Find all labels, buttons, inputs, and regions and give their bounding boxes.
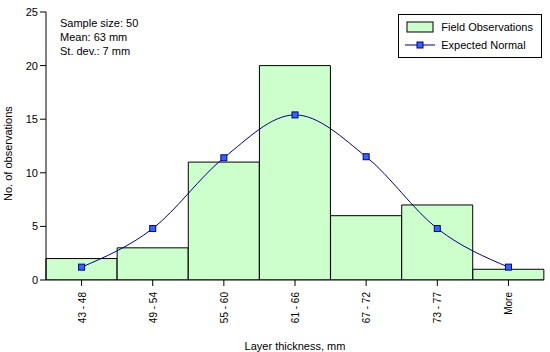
svg-text:25: 25: [26, 6, 38, 18]
svg-text:10: 10: [26, 167, 38, 179]
svg-text:55 - 60: 55 - 60: [219, 292, 230, 324]
svg-text:73 - 77: 73 - 77: [432, 292, 443, 324]
html-text:Mean: 63 mm: Mean: 63 mm: [60, 31, 128, 43]
svg-text:Layer thickness, mm: Layer thickness, mm: [245, 340, 346, 352]
svg-text:43 - 48: 43 - 48: [77, 292, 88, 324]
svg-text:No. of observations: No. of observations: [8, 106, 14, 201]
svg-text:15: 15: [26, 113, 38, 125]
html-text:Expected Normal: Expected Normal: [441, 39, 526, 51]
html-text:Sample size: 50: Sample size: 50: [60, 17, 139, 29]
html-text:St. dev.: 7 mm: St. dev.: 7 mm: [60, 45, 131, 57]
svg-text:67 - 72: 67 - 72: [361, 292, 372, 324]
html-text:Field Observations: Field Observations: [441, 21, 533, 33]
svg-text:61 - 66: 61 - 66: [290, 292, 301, 324]
svg-text:20: 20: [26, 60, 38, 72]
svg-text:5: 5: [32, 220, 38, 232]
svg-text:49 - 54: 49 - 54: [148, 292, 159, 324]
svg-text:0: 0: [32, 274, 38, 286]
svg-text:More: More: [503, 292, 514, 315]
